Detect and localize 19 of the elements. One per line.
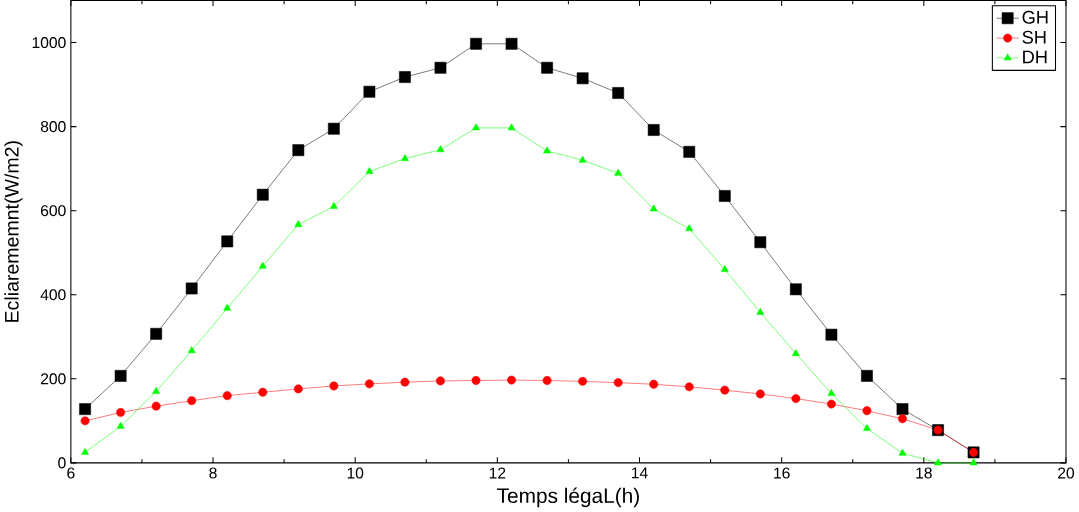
y-axis-title: Ecliarememnt(W/m2) xyxy=(4,141,23,323)
x-tick-label: 10 xyxy=(347,467,364,479)
legend-label: GH xyxy=(1022,11,1048,25)
x-tick-label: 18 xyxy=(916,467,932,479)
legend-label: DH xyxy=(1023,50,1047,64)
y-tick-label: 800 xyxy=(40,121,66,133)
x-axis-title: Temps légaL(h) xyxy=(497,487,639,508)
x-tick-label: 16 xyxy=(774,467,790,479)
legend-label: SH xyxy=(1022,30,1046,44)
y-tick-label: 200 xyxy=(40,373,66,385)
x-tick-label: 14 xyxy=(631,467,648,479)
x-tick-label: 20 xyxy=(1058,467,1075,479)
y-tick-label: 400 xyxy=(40,289,66,301)
y-tick-label: 1000 xyxy=(32,37,66,49)
x-tick-label: 12 xyxy=(489,467,506,479)
y-tick-label: 600 xyxy=(40,205,66,217)
y-tick-label: 0 xyxy=(58,457,66,469)
x-tick-label: 8 xyxy=(209,467,217,479)
x-tick-label: 6 xyxy=(67,467,75,479)
